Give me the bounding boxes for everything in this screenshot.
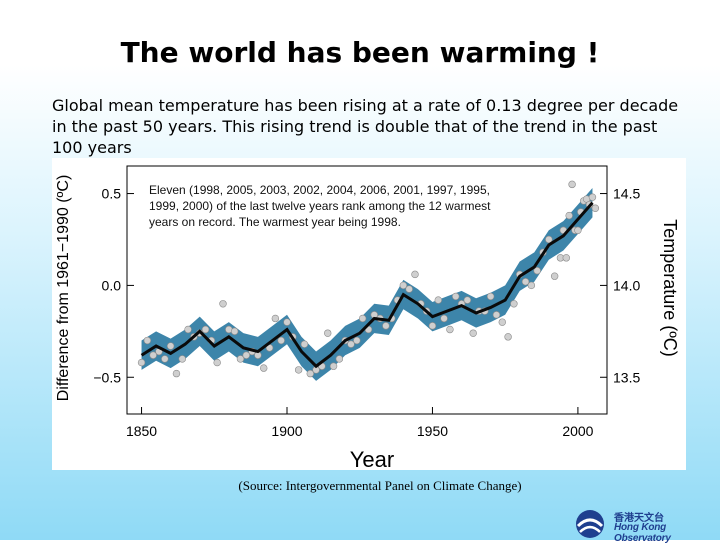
annual-point <box>149 351 157 359</box>
annual-point <box>230 327 239 336</box>
annual-point <box>411 270 419 279</box>
annual-point <box>201 325 210 334</box>
annotation-box <box>147 180 492 258</box>
annual-point <box>562 254 570 262</box>
annual-point <box>533 267 541 275</box>
annual-point <box>277 336 285 345</box>
annual-point <box>184 325 192 334</box>
y-tick-label-left: 0.5 <box>102 186 122 202</box>
source-citation: (Source: Intergovernmental Panel on Clim… <box>238 478 522 493</box>
x-axis-label: Year <box>350 447 394 470</box>
annual-point <box>568 180 576 189</box>
y-tick-label-right: 14.5 <box>613 186 640 202</box>
annual-point <box>329 362 338 370</box>
annual-point <box>137 358 146 367</box>
annual-point <box>271 314 280 323</box>
x-tick-label: 1850 <box>126 423 157 439</box>
annual-point <box>143 336 152 345</box>
logo-english-text: Hong Kong Observatory <box>614 522 671 544</box>
slide-title: The world has been warming ! <box>120 36 600 69</box>
annual-point <box>161 355 169 363</box>
annual-point <box>294 366 303 374</box>
annual-point <box>565 211 573 220</box>
y-tick-label-left: −0.5 <box>93 369 121 385</box>
smoothed-trend-line <box>140 201 594 369</box>
annual-point <box>440 314 448 323</box>
annual-point <box>219 300 227 308</box>
annual-point <box>504 333 512 341</box>
annual-point <box>446 325 454 334</box>
annual-point <box>242 351 250 359</box>
annual-point <box>510 300 518 308</box>
annual-point <box>550 272 559 280</box>
annual-point <box>452 292 460 301</box>
annual-point <box>486 292 495 301</box>
annual-point <box>324 329 332 337</box>
temperature-chart: 1850 1900 1950 2000 −0.5 0.0 0.5 13.5 14.0 14.5 E… <box>52 158 686 470</box>
y-axis-label-right: Temperature (ºC) <box>660 219 680 357</box>
annual-point <box>463 296 472 304</box>
annual-point <box>498 318 506 326</box>
annual-point <box>527 281 536 290</box>
annual-point <box>428 322 437 330</box>
annual-point <box>399 281 408 290</box>
annual-point <box>358 314 367 323</box>
y-tick-label-left: 0.0 <box>102 277 122 293</box>
y-tick-label-right: 13.5 <box>613 369 640 385</box>
annual-point <box>574 226 582 234</box>
annual-point <box>347 340 355 348</box>
annotation-text: Eleven (1998, 2005, 2003, 2002, 2004, 20… <box>149 183 491 229</box>
x-tick-label: 2000 <box>562 423 593 439</box>
annual-point <box>382 322 390 330</box>
x-tick-label: 1900 <box>271 423 302 439</box>
annual-point <box>260 364 268 372</box>
hko-logo: 香港天文台 Hong Kong Observatory <box>574 508 720 544</box>
annual-point <box>172 369 181 378</box>
annual-point <box>306 369 314 378</box>
annual-point <box>353 336 361 345</box>
annual-point <box>521 278 530 286</box>
y-tick-label-right: 14.0 <box>613 277 640 293</box>
annual-point <box>300 340 309 348</box>
x-tick-label: 1950 <box>417 423 448 439</box>
annotation: Eleven (1998, 2005, 2003, 2002, 2004, 20… <box>149 183 491 229</box>
annual-point <box>166 342 175 350</box>
annual-point <box>236 355 245 363</box>
slide-subtitle: Global mean temperature has been rising … <box>52 96 679 157</box>
annual-point <box>545 235 553 244</box>
hko-emblem-icon <box>576 510 604 538</box>
annual-point <box>588 193 597 201</box>
logo-chinese-text: 香港天文台 <box>614 513 664 524</box>
annual-point <box>434 296 442 304</box>
annual-point <box>591 204 600 212</box>
annual-point <box>405 285 413 293</box>
annual-point <box>469 329 477 337</box>
annual-point <box>213 358 221 367</box>
y-axis-label-left: Difference from 1961−1990 (ºC) <box>55 175 72 402</box>
annual-point <box>178 355 186 363</box>
annual-point <box>283 318 291 326</box>
annual-point <box>335 355 344 363</box>
plot-frame <box>126 165 608 415</box>
annual-point <box>492 311 501 319</box>
